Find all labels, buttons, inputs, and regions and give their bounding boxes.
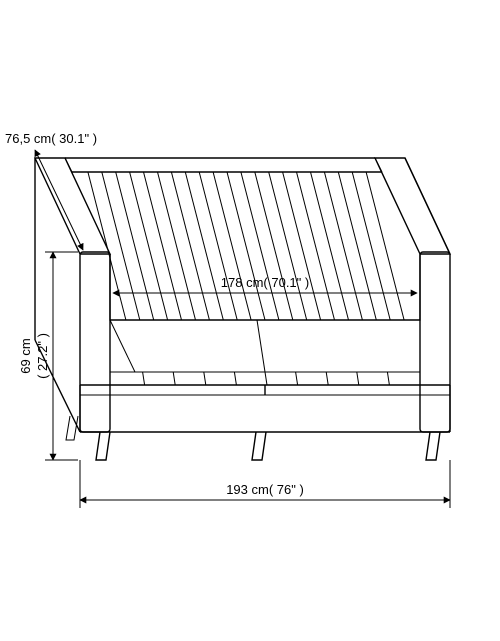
dimension-depth: 76,5 cm( 30.1" ) <box>5 131 97 250</box>
sofa-dimension-diagram: 193 cm( 76" ) 178 cm( 70.1" ) 69 cm ( 27… <box>0 0 500 641</box>
inner-width-label: 178 cm( 70.1" ) <box>221 275 309 290</box>
outer-width-label: 193 cm( 76" ) <box>226 482 304 497</box>
dimension-outer-width: 193 cm( 76" ) <box>80 460 450 508</box>
height-label-cm: 69 cm <box>18 338 33 373</box>
depth-label: 76,5 cm( 30.1" ) <box>5 131 97 146</box>
sofa-outline <box>35 158 450 460</box>
sofa-legs <box>66 416 440 460</box>
height-label-in: ( 27.2" ) <box>35 333 50 379</box>
dimension-height: 69 cm ( 27.2" ) <box>18 252 78 460</box>
